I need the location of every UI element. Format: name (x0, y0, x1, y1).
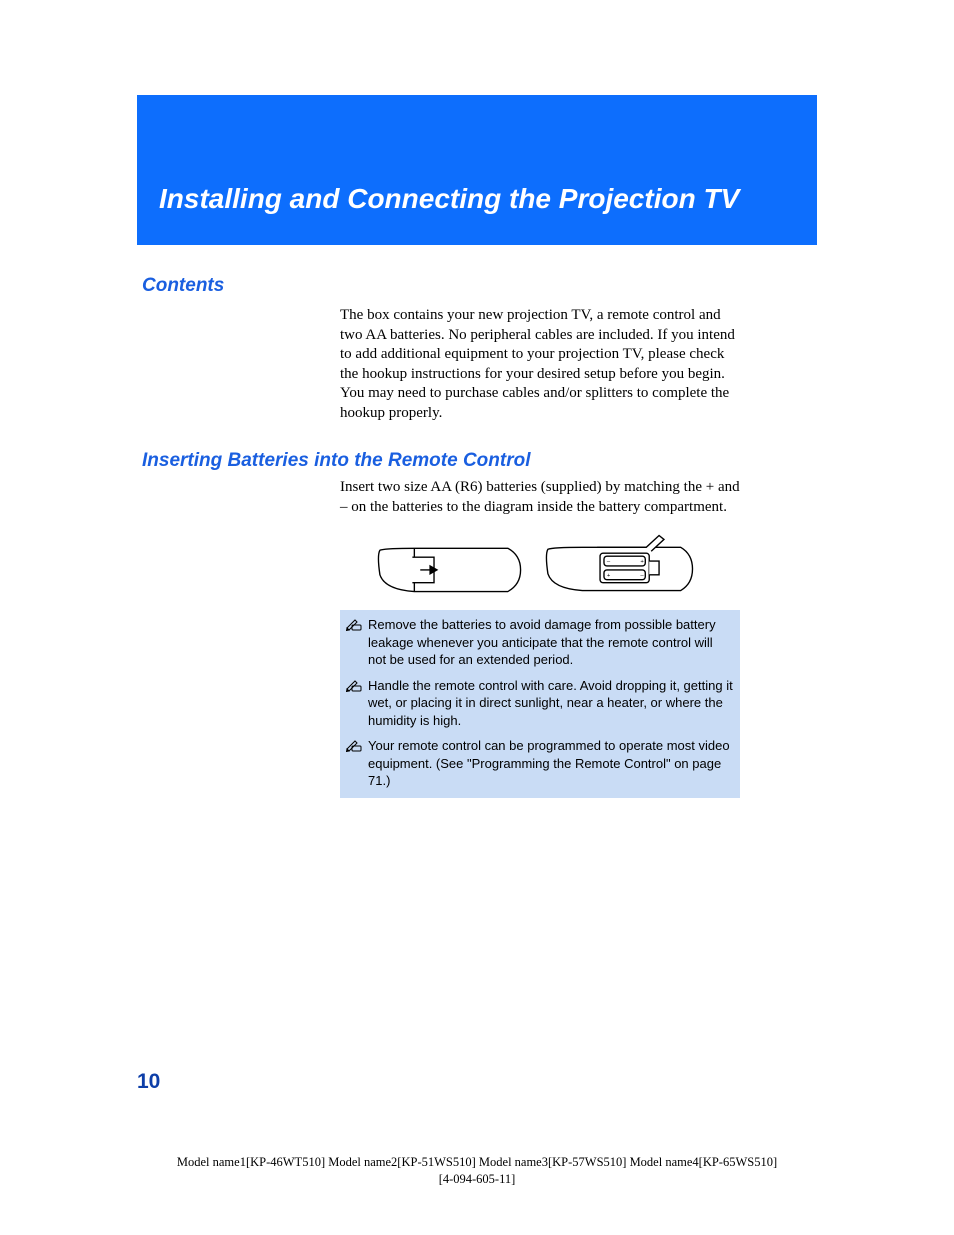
svg-text:+: + (606, 573, 610, 579)
remote-cover-open-icon: –+ +– (543, 527, 695, 602)
paragraph-contents: The box contains your new projection TV,… (340, 306, 740, 423)
battery-diagram: –+ +– (375, 527, 695, 602)
note-text: Handle the remote control with care. Avo… (368, 677, 734, 730)
note-item: Your remote control can be programmed to… (346, 737, 734, 790)
page-number: 10 (137, 1070, 160, 1094)
footer-models: Model name1[KP-46WT510] Model name2[KP-5… (0, 1155, 954, 1170)
note-text: Your remote control can be programmed to… (368, 737, 734, 790)
footer-docid: [4-094-605-11] (0, 1172, 954, 1187)
note-item: Remove the batteries to avoid damage fro… (346, 616, 734, 669)
remote-cover-closed-icon (375, 530, 523, 600)
heading-inserting-batteries: Inserting Batteries into the Remote Cont… (142, 450, 530, 472)
paragraph-inserting-batteries: Insert two size AA (R6) batteries (suppl… (340, 478, 740, 517)
heading-contents: Contents (142, 275, 224, 297)
chapter-banner: Installing and Connecting the Projection… (137, 95, 817, 245)
notes-box: Remove the batteries to avoid damage fro… (340, 610, 740, 798)
pencil-note-icon (346, 738, 364, 757)
note-text: Remove the batteries to avoid damage fro… (368, 616, 734, 669)
chapter-title: Installing and Connecting the Projection… (159, 183, 739, 215)
pencil-note-icon (346, 617, 364, 636)
pencil-note-icon (346, 678, 364, 697)
svg-text:+: + (640, 559, 644, 565)
note-item: Handle the remote control with care. Avo… (346, 677, 734, 730)
